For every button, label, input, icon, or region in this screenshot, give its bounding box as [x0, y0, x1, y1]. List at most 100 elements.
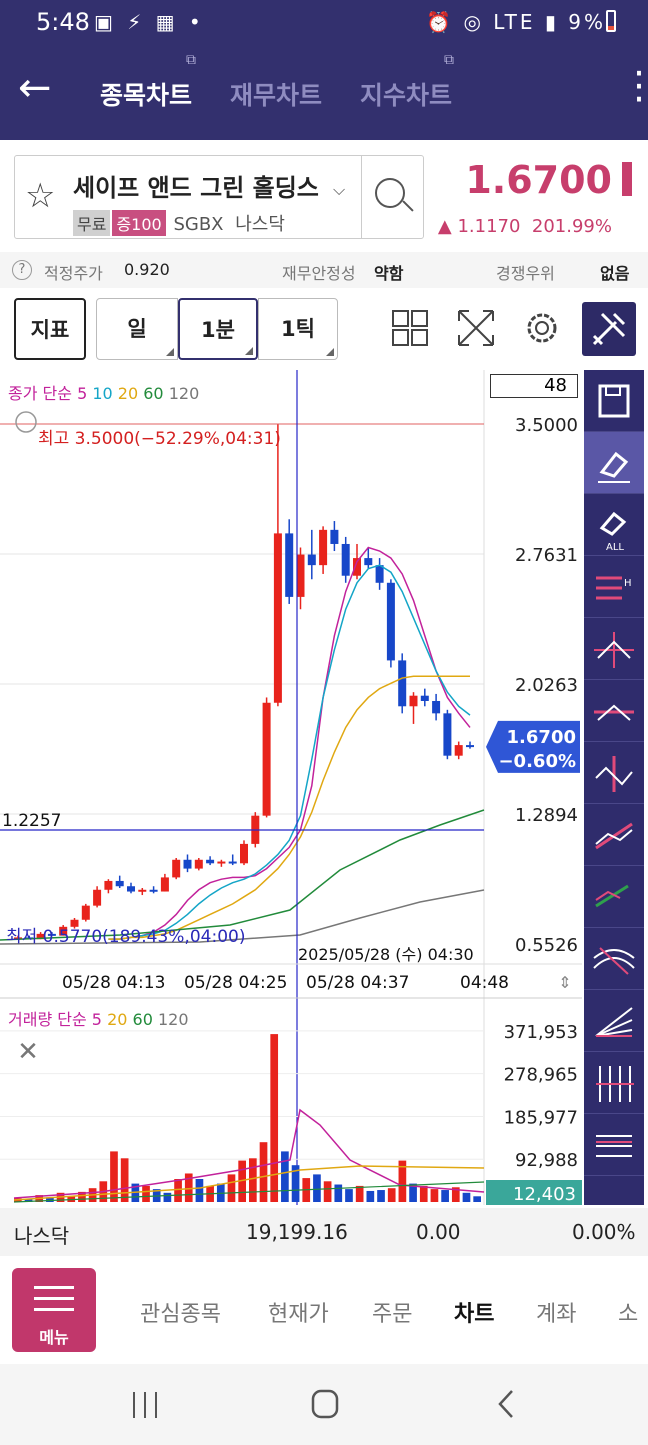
current-price-tag-pct: −0.60%	[498, 751, 576, 772]
financial-stability-value: 약함	[374, 264, 404, 283]
volume-ma-60	[13, 1181, 485, 1203]
ma-line-60	[0, 809, 485, 941]
candle	[172, 859, 181, 878]
current-price-tag-value: 1.6700	[507, 727, 576, 748]
nav-account[interactable]: 계좌	[536, 1302, 577, 1327]
price-chart[interactable]: 3.5000 2.7631 2.0263 1.2894 0.5526 최고 3.5000(…	[0, 370, 582, 1206]
stock-selector[interactable]: ☆ 세이프 앤드 그린 홀딩스 ⌵ 무료 증100 SGBX 나스닥	[14, 155, 424, 239]
layout-grid-icon[interactable]	[390, 308, 430, 348]
visible-count-box[interactable]: 48	[490, 374, 578, 398]
tab-index-chart[interactable]: 지수차트	[360, 81, 453, 110]
system-icons: ⏰ ◎ LTE ▮ 9%	[426, 10, 606, 34]
current-price-tag	[486, 720, 580, 773]
volume-y-tick: 371,953	[504, 1022, 578, 1043]
search-icon[interactable]	[375, 178, 405, 208]
trend-line-icon[interactable]	[584, 804, 644, 866]
volume-bar	[281, 1151, 289, 1202]
drawing-tools-icon[interactable]	[582, 302, 636, 356]
volume-bar	[270, 1034, 279, 1202]
volume-bar	[249, 1158, 257, 1202]
y-tick-label: 0.5526	[515, 935, 578, 956]
high-price-label: 최고 3.5000(−52.29%,04:31)	[38, 429, 281, 449]
nav-current-price[interactable]: 현재가	[268, 1302, 329, 1327]
crosshair-value-label: 1.2257	[2, 811, 61, 831]
chart-canvas[interactable]: 3.5000 2.7631 2.0263 1.2894 0.5526 최고 3.5000(…	[0, 370, 582, 1206]
stock-tags: 무료 증100 SGBX 나스닥	[73, 210, 285, 236]
favorite-star-icon[interactable]: ☆	[25, 176, 56, 216]
help-icon[interactable]: ?	[12, 260, 32, 280]
fullscreen-icon[interactable]	[456, 308, 496, 348]
low-price-label: 최저 0.5770(189.43%,04:00)	[6, 927, 245, 947]
menu-button[interactable]: 메뉴	[12, 1268, 96, 1352]
candle	[228, 861, 237, 864]
volume-bar	[78, 1191, 86, 1202]
candle	[285, 533, 294, 597]
home-icon[interactable]	[310, 1388, 340, 1420]
index-name: 나스닥	[14, 1224, 70, 1248]
period-1min-button[interactable]: 1분	[178, 298, 258, 360]
app-header: ← 종목차트 ⧉ 재무차트 ⧉ 지수차트 ⋮	[0, 44, 648, 140]
channel-line-icon[interactable]	[584, 1114, 644, 1176]
recent-apps-icon[interactable]	[130, 1390, 160, 1420]
competitive-advantage-label: 경쟁우위	[496, 264, 555, 283]
volume-bar	[419, 1185, 428, 1202]
candle	[330, 529, 339, 544]
notification-icons: ▣ ⚡ ▦ •	[94, 10, 205, 34]
index-change-pct: 0.00%	[572, 1220, 636, 1244]
cycle-line-icon[interactable]	[584, 1052, 644, 1114]
vertical-line-icon[interactable]	[584, 742, 644, 804]
nav-chart[interactable]: 차트	[454, 1302, 495, 1327]
candle	[194, 859, 203, 869]
candle	[59, 926, 68, 936]
nav-order[interactable]: 주문	[372, 1302, 413, 1327]
close-pane-icon: ✕	[17, 1037, 39, 1067]
volume-bar	[120, 1158, 129, 1202]
current-volume-value: 12,403	[513, 1184, 576, 1205]
x-tick-label: 05/28 04:25	[184, 973, 287, 993]
settings-gear-icon[interactable]	[522, 308, 562, 348]
nav-more[interactable]: 소	[618, 1302, 639, 1327]
fair-price-value: 0.920	[124, 260, 170, 279]
speed-line-icon[interactable]	[584, 990, 644, 1052]
ma-line-120	[0, 889, 485, 945]
tab-badge-icon: ⧉	[186, 52, 196, 68]
horizontal-line-icon[interactable]	[584, 680, 644, 742]
indicator-button[interactable]: 지표	[14, 298, 86, 360]
stock-ticker: SGBX	[173, 214, 224, 235]
index-ticker-bar[interactable]: 나스닥 19,199.16 0.00 0.00%	[0, 1208, 648, 1256]
candle	[432, 700, 441, 714]
nav-watchlist[interactable]: 관심종목	[140, 1302, 221, 1327]
crosshair-time-label: 2025/05/28 (수) 04:30	[298, 945, 474, 964]
fan-line-icon[interactable]	[584, 928, 644, 990]
more-menu-icon[interactable]: ⋮	[620, 63, 648, 107]
x-tick-label: 05/28 04:13	[62, 973, 165, 993]
candle	[443, 713, 452, 756]
period-day-button[interactable]: 일	[96, 298, 178, 360]
volume-bar	[163, 1192, 172, 1202]
save-icon[interactable]	[584, 370, 644, 432]
back-icon[interactable]	[494, 1388, 518, 1420]
hlc-line-icon[interactable]: H	[584, 556, 644, 618]
tag-free: 무료	[73, 210, 111, 236]
cross-line-icon[interactable]	[584, 618, 644, 680]
eraser-icon[interactable]	[584, 432, 644, 494]
auto-trend-icon[interactable]	[584, 866, 644, 928]
price-legend: 종가 단순 5 10 20 60 120	[8, 384, 200, 403]
volume-bar	[323, 1181, 332, 1202]
tab-finance-chart[interactable]: 재무차트	[230, 81, 323, 110]
volume-bar	[451, 1187, 460, 1202]
volume-bar	[291, 1165, 300, 1202]
chevron-down-icon[interactable]: ⌵	[333, 180, 346, 199]
zoom-icon	[15, 411, 37, 433]
candle	[296, 554, 305, 597]
candle	[364, 558, 373, 566]
candle	[409, 695, 418, 707]
eraser-all-icon[interactable]: ALL	[584, 494, 644, 556]
candle	[398, 660, 407, 707]
tab-stock-chart[interactable]: 종목차트	[100, 81, 193, 110]
volume-bar	[409, 1183, 417, 1202]
system-nav-bar	[0, 1364, 648, 1445]
volume-bar	[24, 1199, 33, 1202]
period-1tick-button[interactable]: 1틱	[258, 298, 338, 360]
back-arrow-icon[interactable]: ←	[18, 65, 52, 111]
